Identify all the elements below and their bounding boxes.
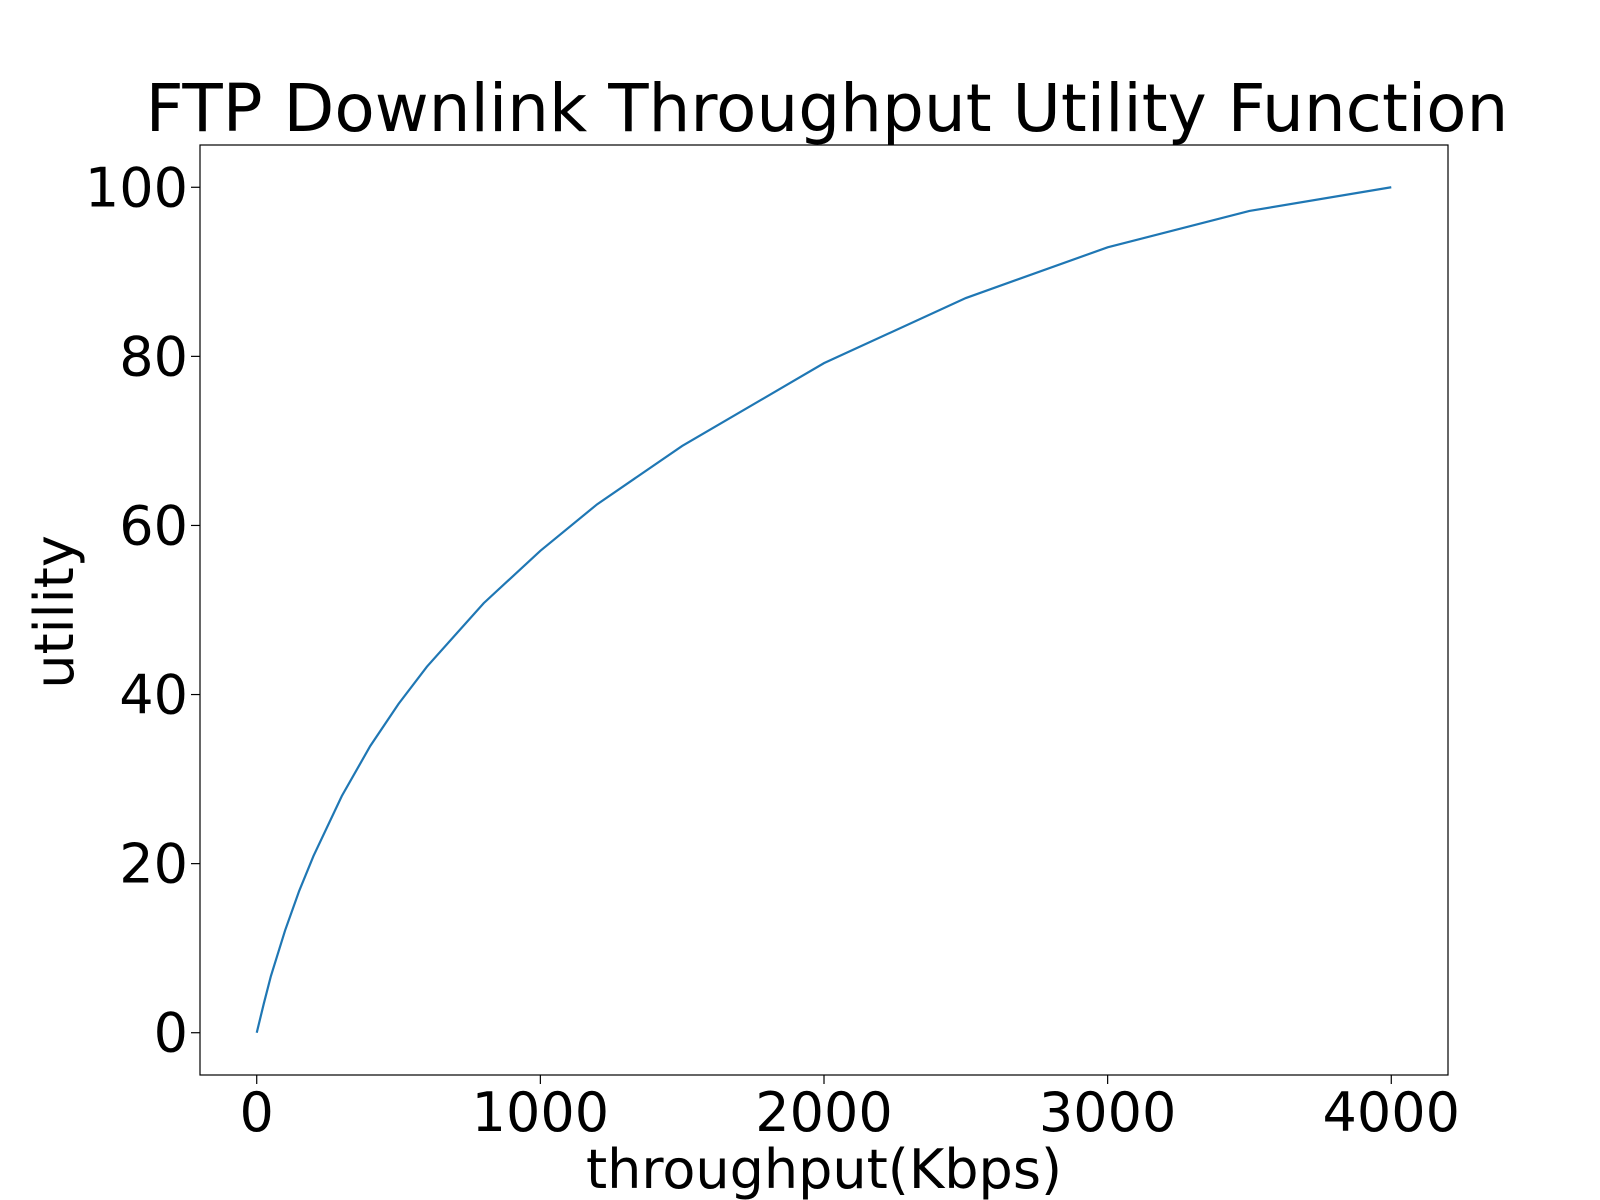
y-tick-label: 80	[119, 325, 188, 388]
y-axis: 0 20 40 60 80 100	[85, 156, 200, 1065]
x-tick-label: 2000	[755, 1081, 892, 1144]
x-tick-label: 0	[240, 1081, 274, 1144]
plot-area	[199, 144, 1449, 1076]
y-tick-label: 100	[85, 156, 188, 219]
y-tick-label: 0	[154, 1002, 188, 1065]
series-line	[255, 186, 1392, 1033]
x-tick-label: 4000	[1323, 1081, 1460, 1144]
y-tick-label: 40	[119, 664, 188, 727]
x-axis: 0 1000 2000 3000 4000	[240, 1075, 1460, 1144]
x-tick-label: 1000	[472, 1081, 609, 1144]
chart-title: FTP Downlink Throughput Utility Function	[146, 70, 1509, 147]
x-axis-label: throughput(Kbps)	[586, 1138, 1062, 1200]
x-tick-label: 3000	[1039, 1081, 1176, 1144]
y-tick-label: 60	[119, 494, 188, 557]
y-tick-label: 20	[119, 833, 188, 896]
y-axis-label: utility	[23, 535, 86, 689]
